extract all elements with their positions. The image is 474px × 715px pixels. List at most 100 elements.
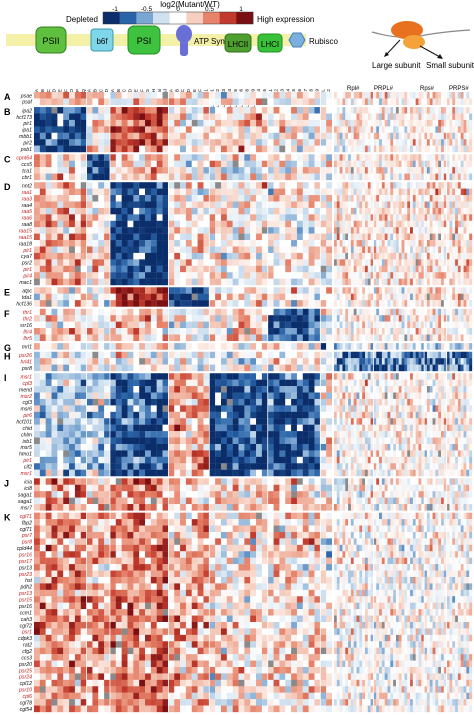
- heatmap-cell: [45, 113, 52, 121]
- heatmap-cell: [455, 293, 459, 301]
- heatmap-cell: [449, 246, 453, 254]
- heatmap-cell: [452, 188, 456, 196]
- heatmap-cell: [469, 107, 473, 114]
- heatmap-cell: [226, 308, 233, 316]
- heatmap-cell: [334, 154, 337, 161]
- heatmap-cell: [339, 107, 343, 114]
- heatmap-cell: [291, 154, 298, 161]
- heatmap-cell: [376, 308, 380, 316]
- heatmap-cell: [435, 343, 439, 350]
- heatmap-cell: [410, 411, 414, 419]
- heatmap-cell: [404, 364, 408, 372]
- heatmap-cell: [466, 246, 470, 254]
- heatmap-cell: [92, 265, 99, 273]
- heatmap-cell: [244, 132, 251, 140]
- heatmap-cell: [390, 139, 394, 146]
- heatmap-cell: [226, 278, 233, 286]
- heatmap-cell: [302, 265, 309, 273]
- heatmap-cell: [449, 92, 453, 99]
- heatmap-cell: [296, 195, 303, 202]
- heatmap-cell: [127, 300, 134, 307]
- heatmap-cell: [410, 214, 414, 221]
- heatmap-cell: [109, 154, 116, 161]
- heatmap-cell: [353, 364, 357, 372]
- heatmap-cell: [191, 259, 198, 266]
- heatmap-cell: [121, 364, 128, 372]
- heatmap-cell: [452, 265, 456, 273]
- heatmap-cell: [418, 300, 422, 307]
- heatmap-cell: [384, 328, 388, 335]
- heatmap-cell: [466, 308, 470, 316]
- heatmap-cell: [86, 386, 93, 393]
- heatmap-cell: [426, 98, 430, 106]
- heatmap-cell: [267, 233, 274, 241]
- heatmap-cell: [121, 214, 128, 221]
- heatmap-cell: [342, 418, 346, 425]
- heatmap-cell: [367, 113, 371, 121]
- heatmap-cell: [174, 405, 181, 412]
- heatmap-cell: [209, 334, 216, 342]
- heatmap-cell: [220, 173, 227, 181]
- heatmap-cell: [429, 364, 433, 372]
- heatmap-cell: [334, 287, 337, 294]
- heatmap-cell: [261, 214, 268, 221]
- heatmap-cell: [457, 252, 461, 260]
- heatmap-cell: [39, 113, 46, 121]
- heatmap-cell: [203, 411, 210, 419]
- heatmap-cell: [314, 167, 321, 174]
- heatmap-cell: [393, 259, 397, 266]
- heatmap-cell: [460, 308, 464, 316]
- heatmap-cell: [370, 132, 374, 140]
- heatmap-cell: [418, 334, 422, 342]
- heatmap-cell: [438, 278, 442, 286]
- heatmap-cell: [109, 321, 116, 329]
- heatmap-cell: [469, 411, 473, 419]
- heatmap-cell: [256, 195, 263, 202]
- heatmap-cell: [51, 334, 58, 342]
- heatmap-cell: [34, 293, 40, 301]
- heatmap-cell: [424, 287, 428, 294]
- heatmap-cell: [446, 188, 450, 196]
- heatmap-cell: [395, 160, 399, 168]
- heatmap-cell: [302, 334, 309, 342]
- heatmap-cell: [86, 139, 93, 146]
- heatmap-cell: [342, 265, 346, 273]
- heatmap-cell: [339, 139, 343, 146]
- heatmap-cell: [174, 334, 181, 342]
- heatmap-cell: [426, 92, 430, 99]
- heatmap-cell: [109, 405, 116, 412]
- heatmap-cell: [353, 207, 357, 215]
- heatmap-cell: [226, 321, 233, 329]
- heatmap-cell: [443, 214, 447, 221]
- heatmap-cell: [348, 328, 352, 335]
- heatmap-cell: [356, 343, 360, 350]
- heatmap-cell: [443, 278, 447, 286]
- heatmap-cell: [203, 308, 210, 316]
- heatmap-cell: [359, 126, 363, 133]
- heatmap-cell: [314, 343, 321, 350]
- heatmap-cell: [250, 321, 257, 329]
- heatmap-cell: [336, 272, 340, 279]
- heatmap-cell: [197, 92, 204, 99]
- heatmap-cell: [446, 315, 450, 322]
- heatmap-cell: [34, 132, 40, 140]
- heatmap-cell: [150, 392, 157, 400]
- heatmap-cell: [168, 214, 175, 221]
- heatmap-cell: [215, 98, 222, 106]
- heatmap-cell: [381, 364, 385, 372]
- heatmap-cell: [393, 308, 397, 316]
- heatmap-cell: [342, 278, 346, 286]
- heatmap-cell: [443, 351, 447, 359]
- heatmap-cell: [74, 182, 81, 189]
- heatmap-cell: [373, 126, 377, 133]
- heatmap-cell: [296, 392, 303, 400]
- heatmap-cell: [446, 240, 450, 247]
- heatmap-cell: [45, 392, 52, 400]
- heatmap-cell: [256, 321, 263, 329]
- heatmap-cell: [426, 240, 430, 247]
- heatmap-cell: [121, 160, 128, 168]
- heatmap-cell: [455, 364, 459, 372]
- heatmap-cell: [460, 252, 464, 260]
- heatmap-cell: [197, 167, 204, 174]
- heatmap-cell: [279, 214, 286, 221]
